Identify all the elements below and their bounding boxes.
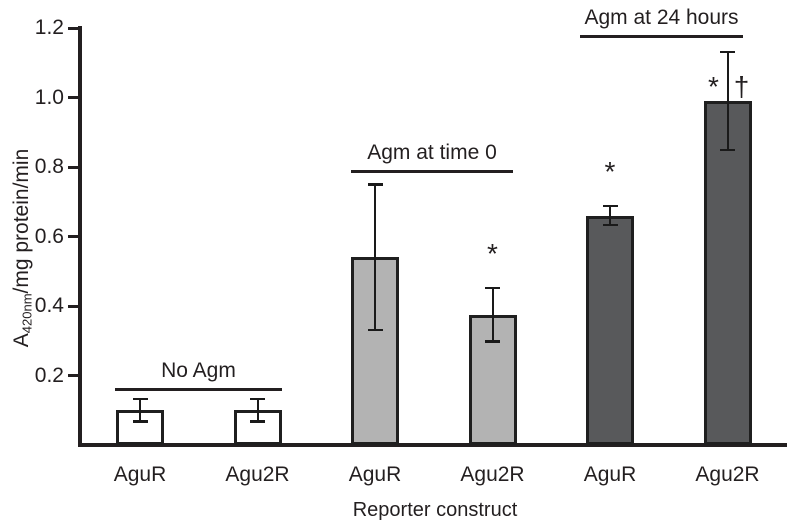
group-underline — [351, 170, 513, 173]
y-axis-tick — [68, 96, 78, 99]
significance-marker: * — [604, 155, 616, 187]
y-axis-title-base: A — [10, 333, 33, 348]
y-axis-tick — [68, 374, 78, 377]
y-axis-tick-label: 0.4 — [34, 294, 64, 317]
error-bar-cap-bottom — [602, 223, 618, 227]
y-axis-tick-label: 0.6 — [34, 224, 64, 248]
x-axis-line — [78, 443, 787, 447]
y-axis-tick-label: 1.0 — [34, 85, 64, 109]
error-bar-line — [256, 398, 259, 422]
y-axis-tick — [68, 235, 78, 238]
error-bar-cap-top — [367, 183, 383, 186]
error-bar-line — [374, 184, 376, 331]
group-underline — [580, 35, 743, 38]
x-category-label: AguR — [583, 463, 637, 486]
y-axis-line — [78, 26, 82, 447]
error-bar-cap-bottom — [132, 420, 148, 423]
y-axis-tick-label: 0.2 — [34, 363, 64, 387]
x-category-label: Agu2R — [225, 463, 290, 486]
x-category-label: Agu2R — [695, 463, 760, 486]
y-axis-tick — [68, 165, 78, 169]
group-header-label: Agm at time 0 — [367, 141, 497, 164]
error-bar-cap-top — [132, 397, 148, 401]
bar-agm-at-24-hours-agur — [586, 215, 634, 445]
y-axis-tick — [68, 304, 78, 308]
bar-agm-at-24-hours-agu2r — [703, 100, 752, 445]
x-axis-title: Reporter construct — [352, 499, 518, 521]
error-bar-cap-top — [602, 204, 618, 208]
group-header-label: Agm at 24 hours — [584, 6, 739, 29]
x-category-label: AguR — [113, 463, 167, 486]
significance-marker: * — [708, 70, 719, 102]
significance-marker: * — [487, 237, 498, 269]
error-bar-line — [491, 287, 494, 342]
y-axis-tick-label: 1.2 — [34, 16, 64, 39]
group-header-label: No Agm — [161, 359, 236, 382]
error-bar-cap-top — [250, 397, 265, 401]
error-bar-line — [139, 398, 141, 422]
error-bar-cap-bottom — [720, 148, 735, 152]
x-category-label: Agu2R — [460, 463, 525, 486]
x-category-label: AguR — [348, 463, 402, 486]
error-bar-cap-top — [485, 286, 500, 290]
error-bar-cap-bottom — [367, 328, 383, 332]
group-underline — [115, 388, 282, 391]
error-bar-cap-bottom — [485, 340, 500, 343]
significance-marker-dagger: † — [733, 70, 750, 102]
y-axis-tick-label: 0.8 — [34, 155, 64, 178]
error-bar-cap-top — [720, 50, 735, 54]
y-axis-tick — [68, 26, 78, 30]
error-bar-cap-bottom — [250, 420, 265, 423]
error-bar-line — [726, 51, 729, 151]
error-bar-line — [609, 205, 611, 226]
